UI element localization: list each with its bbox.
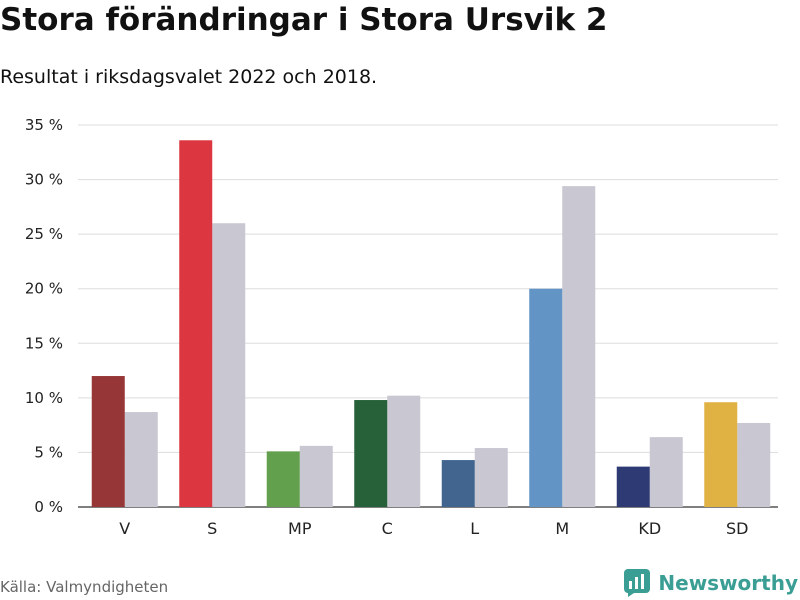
y-tick-label: 35 %	[25, 116, 63, 134]
bar-2022-m	[529, 288, 563, 507]
y-tick-label: 15 %	[25, 334, 63, 352]
x-tick-label: KD	[638, 519, 661, 538]
bar-2018-sd	[737, 422, 771, 507]
x-tick-label: MP	[288, 519, 312, 538]
chart-subtitle: Resultat i riksdagsvalet 2022 och 2018.	[0, 66, 378, 88]
x-tick-label: M	[555, 519, 569, 538]
bar-2018-mp	[299, 445, 333, 507]
bar-2022-kd	[616, 466, 650, 507]
bar-2018-kd	[649, 437, 683, 507]
bar-2022-v	[91, 376, 125, 507]
y-tick-label: 20 %	[25, 280, 63, 298]
brand-logo: Newsworthy	[624, 568, 798, 598]
bar-2018-m	[562, 186, 596, 507]
y-tick-label: 25 %	[25, 225, 63, 243]
bar-2018-s	[212, 223, 246, 507]
x-tick-label: L	[470, 519, 479, 538]
y-tick-label: 0 %	[34, 498, 63, 516]
bar-2022-sd	[704, 402, 738, 507]
bar-2018-c	[387, 395, 421, 507]
x-tick-label: S	[207, 519, 217, 538]
x-tick-label: V	[119, 519, 130, 538]
chart-title: Stora förändringar i Stora Ursvik 2	[0, 2, 608, 38]
y-tick-label: 5 %	[34, 443, 63, 461]
source-note: Källa: Valmyndigheten	[0, 578, 169, 596]
y-tick-label: 10 %	[25, 389, 63, 407]
bar-2022-c	[354, 400, 388, 507]
bar-2022-s	[179, 140, 213, 507]
bar-chart-logo-icon	[624, 569, 651, 597]
bar-2022-l	[441, 460, 475, 507]
y-tick-label: 30 %	[25, 171, 63, 189]
x-tick-label: C	[382, 519, 393, 538]
brand-name: Newsworthy	[658, 571, 798, 595]
bar-2022-mp	[266, 451, 300, 507]
bar-2018-l	[474, 448, 508, 507]
x-tick-label: SD	[726, 519, 748, 538]
bar-2018-v	[124, 412, 158, 507]
